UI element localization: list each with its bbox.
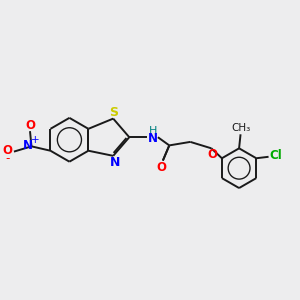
Text: Cl: Cl bbox=[269, 149, 282, 162]
Text: CH₃: CH₃ bbox=[231, 124, 250, 134]
Text: N: N bbox=[110, 156, 121, 169]
Text: O: O bbox=[208, 148, 218, 161]
Text: S: S bbox=[109, 106, 118, 119]
Text: H: H bbox=[148, 126, 157, 136]
Text: O: O bbox=[25, 119, 35, 132]
Text: O: O bbox=[156, 160, 167, 173]
Text: -: - bbox=[5, 152, 10, 164]
Text: +: + bbox=[31, 135, 40, 145]
Text: N: N bbox=[148, 132, 158, 145]
Text: O: O bbox=[2, 144, 13, 157]
Text: N: N bbox=[23, 139, 33, 152]
